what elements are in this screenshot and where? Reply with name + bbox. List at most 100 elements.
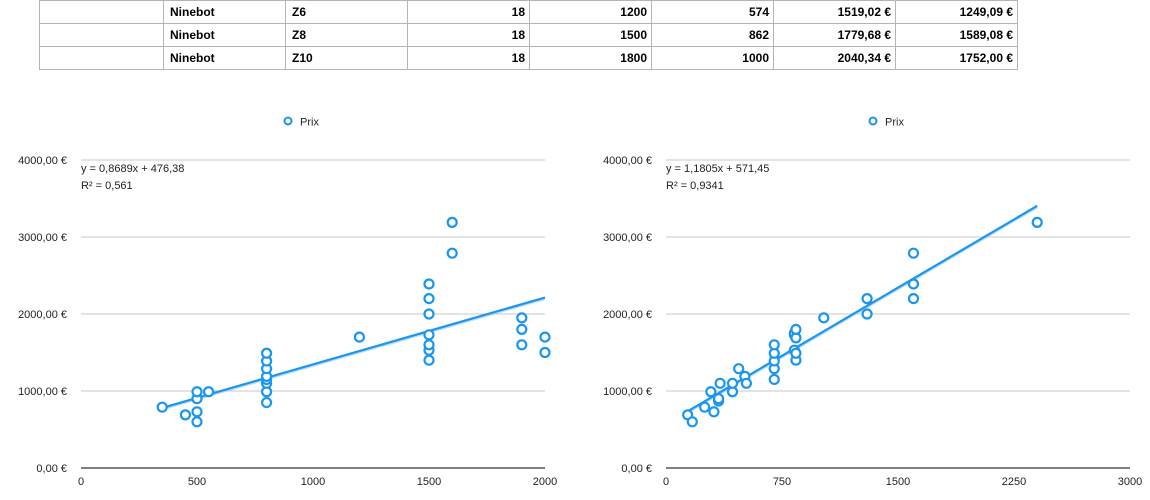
data-point — [446, 247, 458, 259]
data-point — [907, 278, 920, 290]
data-point — [714, 377, 726, 389]
scatter-chart-left: 0,00 € 1000,00 € 2000,00 € 3000,00 € 4000,00… — [18, 116, 557, 488]
data-point — [733, 363, 745, 375]
table-cell-price-a[interactable]: 1779,68 € — [773, 23, 896, 47]
y-tick-label: 3000,00 € — [18, 232, 67, 244]
x-tick-label: 2000 — [533, 476, 557, 488]
y-tick-label: 3000,00 € — [603, 232, 652, 244]
table-cell-price-a[interactable]: 2040,34 € — [773, 46, 896, 70]
table-cell-col-5[interactable]: 1000 — [651, 46, 774, 70]
data-point — [261, 396, 273, 409]
x-tick-label: 500 — [188, 476, 206, 488]
data-point — [708, 406, 720, 418]
table-cell-col-5[interactable]: 574 — [651, 0, 774, 24]
legend-marker — [868, 116, 878, 126]
data-point — [861, 293, 873, 305]
table-cell-brand[interactable]: Ninebot — [163, 46, 286, 70]
table-cell-model[interactable]: Z8 — [285, 23, 408, 47]
table-cell-col-4[interactable]: 1200 — [529, 0, 652, 24]
y-tick-label: 0,00 € — [36, 463, 67, 475]
table-cell-price-b[interactable]: 1589,08 € — [895, 23, 1018, 47]
y-tick-label: 1000,00 € — [18, 386, 67, 398]
data-point — [907, 293, 920, 305]
data-point — [516, 312, 528, 324]
table-row: Ninebot Z8 18 1500 862 1779,68 €1589,08 € — [39, 23, 1018, 47]
trendline-shadow — [161, 298, 546, 411]
data-point — [446, 216, 458, 228]
data-point — [768, 339, 780, 351]
data-point — [423, 354, 435, 366]
data-point — [516, 323, 528, 335]
data-point — [740, 377, 753, 389]
x-tick-label: 750 — [773, 476, 791, 488]
trendline-shadow — [687, 206, 1038, 414]
data-point — [353, 331, 365, 343]
table-cell-price-a[interactable]: 1519,02 € — [773, 0, 896, 24]
data-point — [423, 293, 435, 305]
table-cell-col-3[interactable]: 18 — [407, 23, 530, 47]
data-point — [539, 346, 551, 359]
data-point — [818, 312, 830, 324]
y-tick-label: 4000,00 € — [603, 155, 652, 167]
table-cell-model[interactable]: Z6 — [285, 0, 408, 24]
y-tick-label: 2000,00 € — [18, 309, 67, 321]
legend-label: Prix — [885, 117, 904, 129]
table-cell-col-5[interactable]: 862 — [651, 23, 774, 47]
data-point — [423, 278, 435, 290]
data-point — [712, 393, 725, 405]
data-point — [423, 308, 435, 320]
data-point — [907, 247, 920, 259]
table-cell-model[interactable]: Z10 — [285, 46, 408, 70]
table-cell-price-b[interactable]: 1249,09 € — [895, 0, 1018, 24]
trendline — [161, 296, 546, 409]
data-point — [191, 416, 203, 428]
table-cell-col-4[interactable]: 1500 — [529, 23, 652, 47]
table-cell-brand[interactable]: Ninebot — [163, 23, 286, 47]
table-cell-price-b[interactable]: 1752,00 € — [895, 46, 1018, 70]
data-table: Ninebot Z6 18 1200 574 1519,02 €1249,09 € Nine… — [39, 0, 1018, 70]
table-row: Ninebot Z10 18 1800 1000 2040,34 €1752,00 € — [39, 46, 1018, 70]
table-row: Ninebot Z6 18 1200 574 1519,02 €1249,09 € — [39, 0, 1018, 24]
trendline-equation: y = 1,1805x + 571,45 — [666, 163, 769, 175]
legend-label: Prix — [300, 117, 319, 129]
data-point — [191, 386, 203, 398]
x-tick-label: 2250 — [1002, 476, 1026, 488]
data-point — [699, 401, 711, 413]
data-point — [423, 339, 435, 351]
data-point — [539, 331, 551, 343]
data-point — [790, 323, 802, 335]
data-point — [191, 406, 203, 418]
y-tick-label: 4000,00 € — [18, 155, 67, 167]
data-point — [261, 347, 273, 359]
data-point — [768, 373, 780, 386]
data-point — [1031, 216, 1043, 228]
data-point — [179, 409, 191, 421]
y-tick-label: 1000,00 € — [603, 386, 652, 398]
data-point — [790, 347, 802, 359]
trendline-equation: y = 0,8689x + 476,38 — [81, 163, 184, 175]
table-cell-row-header[interactable] — [39, 46, 164, 70]
y-tick-label: 2000,00 € — [603, 309, 652, 321]
scatter-chart-right: 0,00 € 1000,00 € 2000,00 € 3000,00 € 4000,00… — [603, 116, 1142, 488]
table-cell-row-header[interactable] — [39, 0, 164, 24]
data-point — [156, 401, 168, 413]
x-tick-label: 0 — [78, 476, 84, 488]
x-tick-label: 3000 — [1118, 476, 1142, 488]
y-tick-label: 0,00 € — [621, 463, 652, 475]
table-cell-col-4[interactable]: 1800 — [529, 46, 652, 70]
r-squared-label: R² = 0,561 — [81, 180, 133, 192]
legend-marker — [283, 116, 293, 126]
data-point — [203, 386, 215, 398]
x-tick-label: 0 — [663, 476, 669, 488]
table-cell-col-3[interactable]: 18 — [407, 46, 530, 70]
data-point — [726, 377, 739, 389]
table-cell-col-3[interactable]: 18 — [407, 0, 530, 24]
table-cell-brand[interactable]: Ninebot — [163, 0, 286, 24]
table-cell-row-header[interactable] — [39, 23, 164, 47]
data-point — [516, 339, 528, 351]
x-tick-label: 1500 — [886, 476, 910, 488]
x-tick-label: 1000 — [301, 476, 325, 488]
x-tick-label: 1500 — [417, 476, 441, 488]
data-point — [861, 308, 873, 320]
data-point — [423, 329, 435, 341]
